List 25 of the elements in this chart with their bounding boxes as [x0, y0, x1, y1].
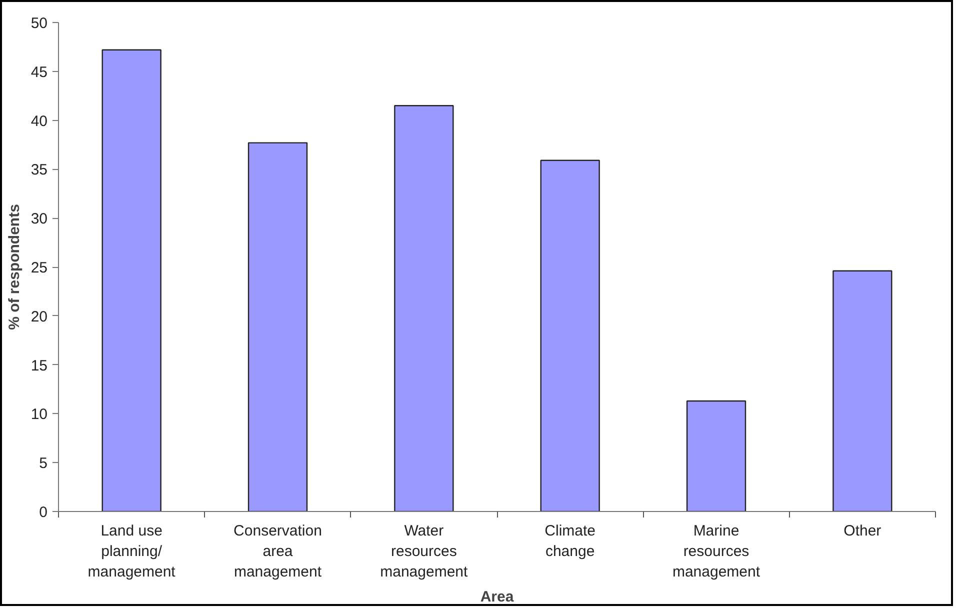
x-tick-label: Marine resources management: [672, 522, 761, 580]
bar: [540, 160, 600, 512]
y-tick-label: 10: [30, 406, 48, 424]
x-tick-label: Water resources management: [380, 522, 469, 580]
y-tick-label: 0: [39, 504, 48, 521]
y-tick-label: 5: [39, 455, 48, 472]
y-tick-label: 40: [30, 112, 48, 130]
y-tick-label: 20: [30, 308, 48, 326]
y-tick-label: 35: [30, 162, 48, 179]
bar: [102, 49, 162, 512]
y-tick-label: 30: [30, 210, 48, 228]
x-tick-label: Other: [844, 522, 882, 540]
bar: [248, 142, 308, 512]
bar: [394, 105, 454, 512]
y-tick-label: 50: [30, 15, 48, 32]
bar: [832, 270, 892, 512]
y-tick-label: 15: [30, 357, 48, 374]
x-axis-title: Area: [480, 588, 514, 606]
x-tick-label: Land use planning/management: [88, 522, 176, 580]
y-axis-title: % of respondents: [6, 204, 23, 330]
y-tick-label: 45: [30, 64, 48, 81]
y-tick-label: 25: [30, 260, 48, 276]
bar: [686, 400, 746, 512]
x-tick-label: Climate change: [544, 522, 596, 560]
x-tick-label: Conservation area management: [234, 522, 322, 580]
